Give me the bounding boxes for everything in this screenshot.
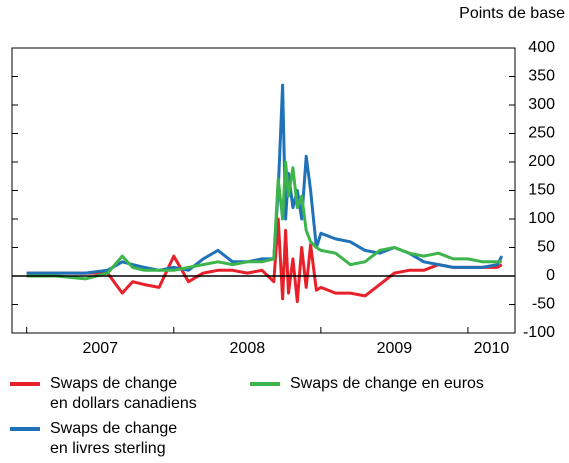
y-tick-label: 350 (528, 68, 555, 85)
legend-label: Swaps de change en dollars canadiens (50, 375, 197, 412)
legend-swatch (10, 427, 40, 431)
y-tick-label: 100 (528, 210, 555, 227)
y-tick-label: 300 (528, 96, 555, 113)
y-tick-label: 250 (528, 125, 555, 142)
legend-swatch (250, 382, 280, 386)
y-tick-label: -50 (532, 296, 555, 313)
plot-frame (11, 47, 516, 334)
series-line (26, 83, 504, 275)
x-tick-label: 2010 (474, 340, 510, 357)
x-tick-label: 2009 (377, 340, 413, 357)
y-tick-label: 200 (528, 153, 555, 170)
y-tick-label: 400 (528, 39, 555, 56)
x-tick-label: 2007 (82, 340, 118, 357)
y-tick-label: -100 (523, 324, 555, 341)
y-tick-label: 50 (537, 239, 555, 256)
legend-label: Swaps de change en livres sterling (50, 420, 178, 457)
legend-label: Swaps de change en euros (290, 375, 484, 392)
series-line (26, 160, 502, 281)
y-axis-label: Points de base (459, 5, 565, 22)
y-tick-label: 0 (546, 267, 555, 284)
y-tick-label: 150 (528, 182, 555, 199)
x-tick-label: 2008 (230, 340, 266, 357)
legend-swatch (10, 382, 40, 386)
